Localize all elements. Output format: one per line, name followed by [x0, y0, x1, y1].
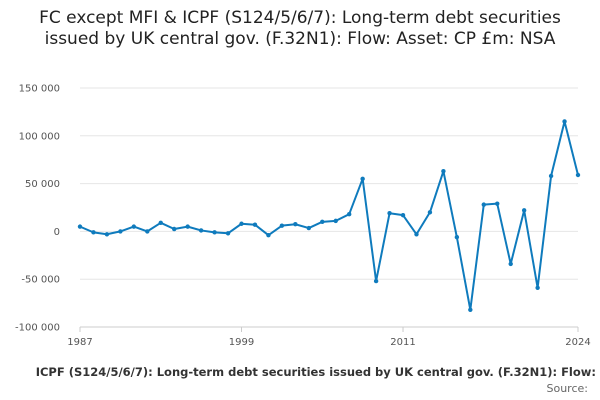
data-point[interactable]	[468, 307, 473, 312]
data-point[interactable]	[118, 229, 123, 234]
data-point[interactable]	[346, 211, 352, 217]
data-point[interactable]	[145, 229, 150, 234]
data-point[interactable]	[535, 285, 540, 291]
axes	[79, 326, 579, 332]
legend-entry: ICPF (S124/5/6/7): Long-term debt securi…	[35, 365, 596, 379]
data-point[interactable]	[521, 208, 527, 213]
data-point[interactable]	[198, 228, 204, 233]
source-label: Source:	[546, 382, 589, 395]
y-tick-label: -100 000	[15, 323, 60, 334]
data-point[interactable]	[266, 233, 271, 238]
data-point[interactable]	[360, 176, 365, 182]
data-point[interactable]	[158, 220, 163, 225]
data-point[interactable]	[548, 173, 554, 179]
data-point[interactable]	[212, 230, 217, 235]
data-point[interactable]	[400, 212, 406, 218]
data-point[interactable]	[495, 201, 500, 206]
data-point[interactable]	[387, 211, 392, 216]
data-point[interactable]	[320, 219, 325, 225]
data-point[interactable]	[252, 222, 258, 227]
y-tick-label: 100 000	[19, 131, 60, 142]
series-line	[79, 120, 579, 311]
data-point[interactable]	[279, 223, 285, 228]
chart-title: FC except MFI & ICPF (S124/5/6/7): Long-…	[39, 8, 561, 49]
y-tick-label: -50 000	[21, 275, 60, 286]
y-tick-label: 0	[54, 227, 60, 238]
data-point[interactable]	[185, 224, 190, 229]
data-point[interactable]	[414, 232, 419, 237]
data-point[interactable]	[562, 119, 567, 124]
data-point[interactable]	[427, 210, 433, 215]
data-point[interactable]	[454, 234, 460, 240]
data-point[interactable]	[225, 231, 231, 236]
data-point[interactable]	[104, 232, 110, 237]
data-point[interactable]	[77, 224, 83, 229]
x-tick-label: 1999	[229, 337, 254, 348]
x-tick-label: 1987	[67, 337, 92, 348]
legend: ICPF (S124/5/6/7): Long-term debt securi…	[0, 364, 600, 382]
x-tick-labels: 1987 1999 2011 2024	[67, 337, 590, 348]
data-point[interactable]	[306, 225, 312, 231]
data-point[interactable]	[131, 224, 137, 229]
grid-lines	[80, 87, 578, 280]
x-tick-label: 2024	[565, 337, 590, 348]
data-point[interactable]	[293, 222, 298, 227]
series	[77, 119, 581, 312]
data-point[interactable]	[373, 278, 379, 284]
data-point[interactable]	[239, 221, 244, 226]
data-point[interactable]	[575, 172, 581, 178]
x-tick-label: 2011	[390, 337, 415, 348]
y-tick-labels: 150 000 100 000 50 000 0 -50 000 -100 000	[15, 84, 60, 334]
data-point[interactable]	[441, 168, 446, 174]
data-point[interactable]	[508, 261, 513, 267]
y-tick-label: 150 000	[19, 84, 60, 95]
data-point[interactable]	[172, 226, 177, 232]
data-point[interactable]	[91, 230, 96, 235]
data-point[interactable]	[481, 202, 486, 207]
data-point[interactable]	[333, 218, 338, 224]
y-tick-label: 50 000	[25, 179, 60, 190]
